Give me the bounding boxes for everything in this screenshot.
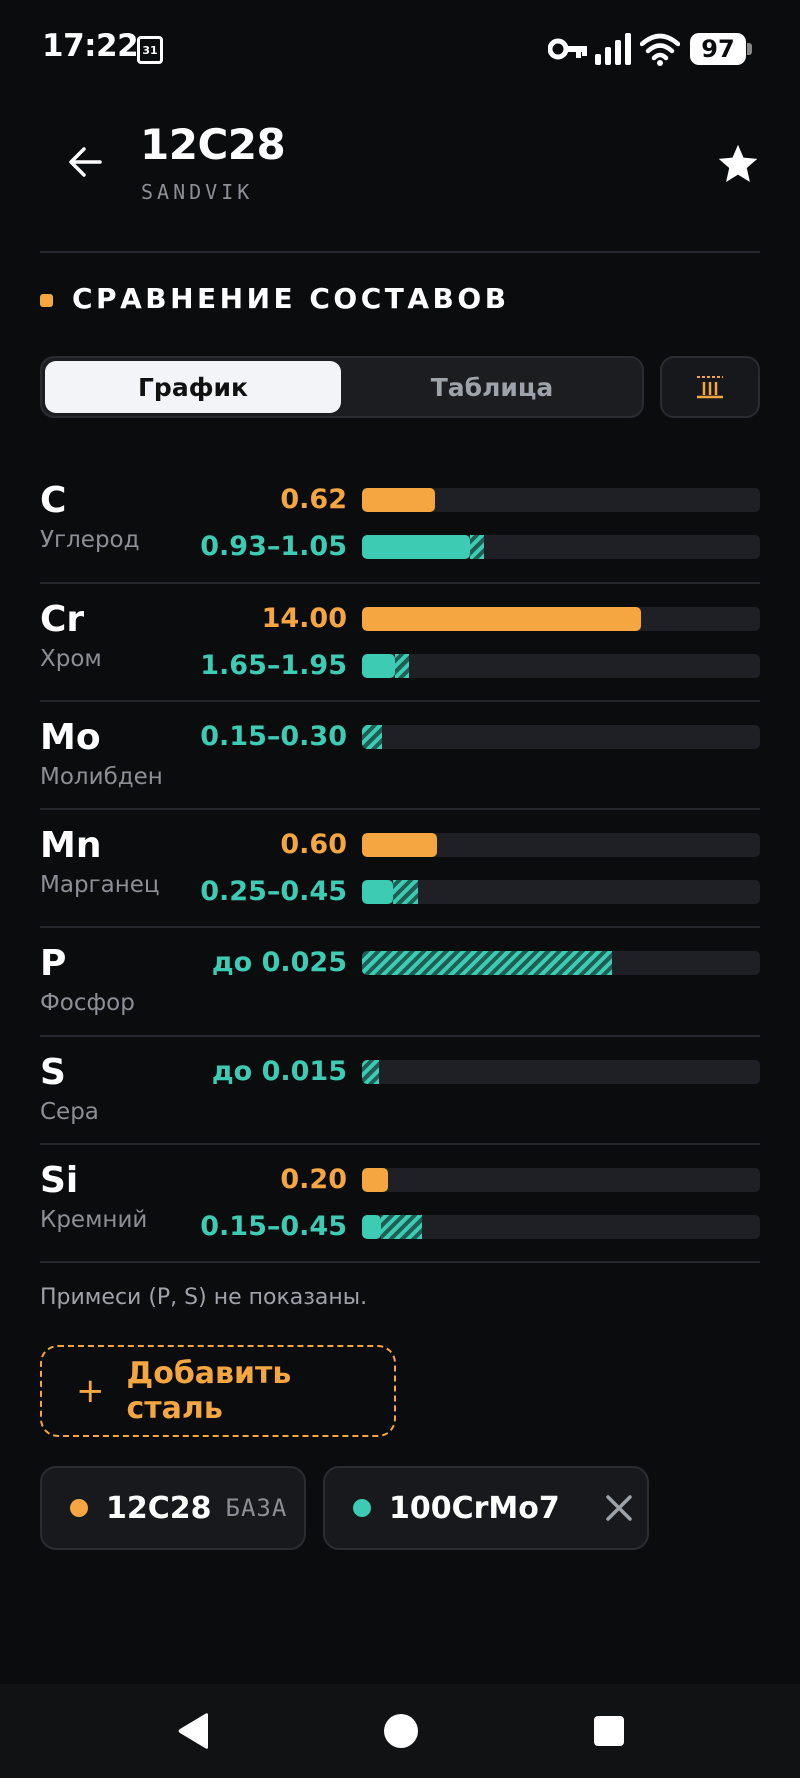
favorite-star-icon[interactable]: [716, 142, 760, 186]
compare-value: до 0.015: [211, 1056, 347, 1087]
compare-bar: [362, 951, 760, 975]
base-value: 0.20: [280, 1164, 347, 1195]
element-symbol: S: [40, 1052, 66, 1093]
element-symbol: Si: [40, 1160, 79, 1201]
tab-table[interactable]: Таблица: [430, 372, 554, 402]
compare-range-hatch: [393, 880, 418, 904]
view-toggle: График Таблица: [40, 356, 644, 418]
compare-value: 1.65–1.95: [200, 650, 347, 681]
section-title: СРАВНЕНИЕ СОСТАВОВ: [72, 282, 510, 315]
compare-value: 0.25–0.45: [200, 876, 347, 907]
nav-home-icon[interactable]: [384, 1714, 418, 1748]
steel-chip-base[interactable]: 12C28 БАЗА: [40, 1466, 306, 1550]
wifi-icon: [640, 33, 680, 66]
row-divider: [40, 582, 760, 584]
row-divider: [40, 1261, 760, 1263]
status-bar: 17:22 31 97: [0, 0, 800, 100]
element-symbol: Mn: [40, 825, 102, 866]
section-marker: [40, 294, 53, 307]
battery-icon: 97: [690, 33, 752, 65]
row-divider: [40, 1035, 760, 1037]
base-bar-fill: [362, 607, 641, 631]
status-time: 17:22: [42, 28, 139, 64]
element-symbol: C: [40, 480, 67, 521]
page-subtitle: SANDVIK: [141, 180, 254, 204]
compare-range-hatch: [362, 1060, 379, 1084]
vpn-key-icon: [548, 38, 587, 60]
chip-steel-name: 12C28: [106, 1490, 212, 1526]
remove-steel-close-icon[interactable]: [604, 1493, 634, 1523]
element-name: Сера: [40, 1099, 99, 1125]
compare-bar-fill: [362, 535, 470, 559]
compare-value: 0.15–0.30: [200, 721, 347, 752]
battery-level: 97: [690, 33, 746, 65]
page-title: 12C28: [140, 120, 286, 169]
compare-bar: [362, 725, 760, 749]
compare-range-hatch: [381, 1215, 422, 1239]
base-bar: [362, 1168, 760, 1192]
base-value: 0.62: [280, 484, 347, 515]
row-divider: [40, 1143, 760, 1145]
back-arrow-icon[interactable]: [66, 142, 106, 182]
compare-bar: [362, 880, 760, 904]
element-name: Кремний: [40, 1207, 148, 1233]
base-bar: [362, 488, 760, 512]
plus-icon: +: [76, 1371, 105, 1411]
compare-value: до 0.025: [211, 947, 347, 978]
chart-settings-icon: [697, 376, 723, 399]
compare-bar: [362, 1215, 760, 1239]
compare-value: 0.15–0.45: [200, 1211, 347, 1242]
battery-tip: [747, 43, 752, 55]
compare-range-hatch: [395, 654, 409, 678]
compare-bar: [362, 535, 760, 559]
compare-bar-fill: [362, 654, 395, 678]
element-symbol: Mo: [40, 717, 101, 758]
base-tag: БАЗА: [225, 1494, 288, 1522]
nav-back-icon[interactable]: [176, 1712, 210, 1750]
element-name: Марганец: [40, 872, 160, 898]
base-color-dot: [70, 1499, 88, 1517]
base-value: 14.00: [261, 603, 347, 634]
chart-settings-button[interactable]: [660, 356, 760, 418]
base-bar: [362, 833, 760, 857]
base-value: 0.60: [280, 829, 347, 860]
row-divider: [40, 808, 760, 810]
base-bar-fill: [362, 1168, 388, 1192]
element-symbol: Cr: [40, 599, 85, 640]
steel-chip-compare[interactable]: 100CrMo7: [323, 1466, 649, 1550]
element-name: Фосфор: [40, 990, 135, 1016]
compare-range-hatch: [362, 951, 612, 975]
compare-range-hatch: [362, 725, 382, 749]
compare-bar: [362, 1060, 760, 1084]
element-symbol: P: [40, 943, 67, 984]
compare-bar-fill: [362, 880, 393, 904]
compare-value: 0.93–1.05: [200, 531, 347, 562]
element-name: Углерод: [40, 527, 140, 553]
nav-recents-icon[interactable]: [594, 1716, 624, 1746]
impurities-note: Примеси (P, S) не показаны.: [40, 1285, 368, 1310]
element-name: Хром: [40, 646, 102, 672]
row-divider: [40, 700, 760, 702]
calendar-icon: 31: [137, 36, 163, 64]
tab-chart[interactable]: График: [45, 361, 341, 413]
chip-steel-name: 100CrMo7: [389, 1490, 560, 1526]
add-steel-button[interactable]: + Добавить сталь: [40, 1345, 396, 1437]
base-bar-fill: [362, 488, 435, 512]
base-bar-fill: [362, 833, 437, 857]
header-divider: [40, 251, 760, 253]
base-bar: [362, 607, 760, 631]
cell-signal-icon: [595, 33, 631, 65]
compare-bar: [362, 654, 760, 678]
compare-color-dot: [353, 1499, 371, 1517]
row-divider: [40, 926, 760, 928]
compare-bar-fill: [362, 1215, 381, 1239]
element-name: Молибден: [40, 764, 163, 790]
add-steel-label: Добавить сталь: [126, 1356, 292, 1426]
compare-range-hatch: [470, 535, 484, 559]
